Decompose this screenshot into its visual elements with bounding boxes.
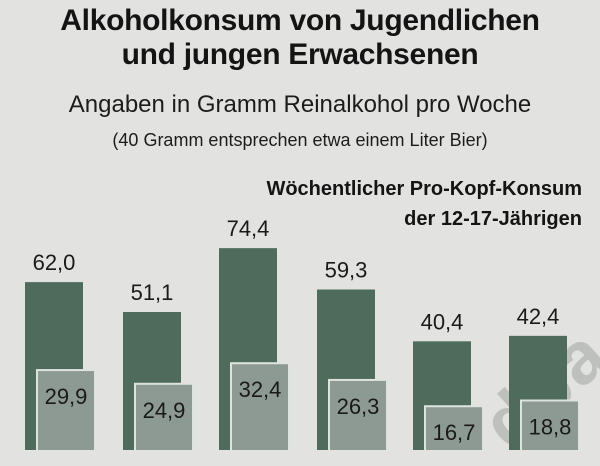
bar-subset [424,405,484,450]
bar-subset [36,369,96,450]
section-title-line-2: der 12-17-Jährigen [404,208,582,230]
bar-subset [230,362,290,450]
chart-note: (40 Gramm entsprechen etwa einem Liter B… [112,130,488,150]
chart-title-main: Alkoholkonsum von Jugendlichen und junge… [0,4,600,72]
bar-subset [328,378,388,450]
data-label-total: 42,4 [517,304,560,329]
title-line-2: und jungen Erwachsenen [121,38,479,71]
data-label-subset: 32,4 [239,377,282,402]
chart-subtitle: Angaben in Gramm Reinalkohol pro Woche [68,91,532,118]
data-label-subset: 16,7 [433,420,476,445]
data-label-subset: 24,9 [143,398,186,423]
data-label-total: 59,3 [325,258,368,283]
data-label-subset: 18,8 [529,414,572,439]
data-label-total: 74,4 [227,216,270,241]
data-label-total: 40,4 [421,309,464,334]
data-label-subset: 26,3 [337,394,380,419]
bar-chart: 62,0 29,9 51,1 24,9 74,4 32,4 59,3 26,3 40,4 16,7… [25,216,580,450]
chart-section-title: Wöchentlicher Pro-Kopf-Konsum der 12-17-… [122,174,582,234]
bar-subset [134,382,194,450]
data-label-total: 62,0 [33,250,76,275]
data-label-total: 51,1 [131,280,174,305]
title-line-1: Alkoholkonsum von Jugendlichen [60,4,540,37]
section-title-line-1: Wöchentlicher Pro-Kopf-Konsum [266,178,582,200]
data-label-subset: 29,9 [45,384,88,409]
bar-subset [520,399,580,450]
